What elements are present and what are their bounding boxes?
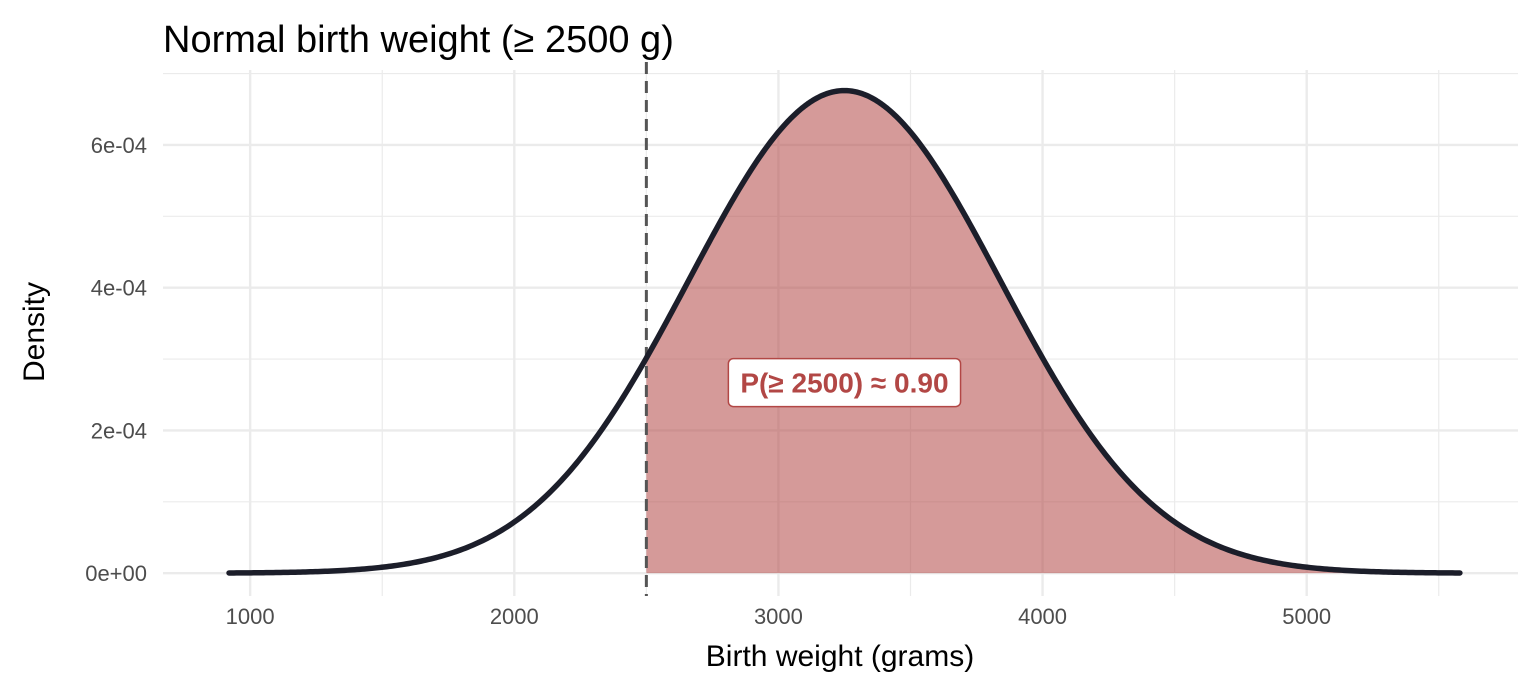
x-tick-label: 5000	[1282, 604, 1331, 629]
x-tick-label: 3000	[754, 604, 803, 629]
x-tick-label: 2000	[490, 604, 539, 629]
x-axis-label: Birth weight (grams)	[706, 640, 974, 673]
chart-title: Normal birth weight (≥ 2500 g)	[163, 19, 674, 61]
curve-layer	[226, 87, 1463, 576]
y-tick-label: 0e+00	[85, 561, 147, 586]
annotation-text: P(≥ 2500) ≈ 0.90	[740, 368, 948, 399]
shaded-area-above-threshold	[646, 90, 1460, 574]
y-axis-label: Density	[18, 282, 51, 382]
y-tick-label: 6e-04	[91, 133, 147, 158]
fill-layer	[646, 90, 1460, 574]
annotation-layer: P(≥ 2500) ≈ 0.90	[727, 357, 962, 408]
y-tick-label: 2e-04	[91, 418, 147, 443]
tick-layer: 1000 2000 3000 4000 5000 0e+00 2e-04 4e-04 6e-04	[85, 133, 1331, 629]
y-tick-label: 4e-04	[91, 276, 147, 301]
annotation-box	[727, 357, 962, 408]
x-tick-label: 1000	[226, 604, 275, 629]
x-tick-label: 4000	[1018, 604, 1067, 629]
density-curve	[226, 87, 1463, 576]
